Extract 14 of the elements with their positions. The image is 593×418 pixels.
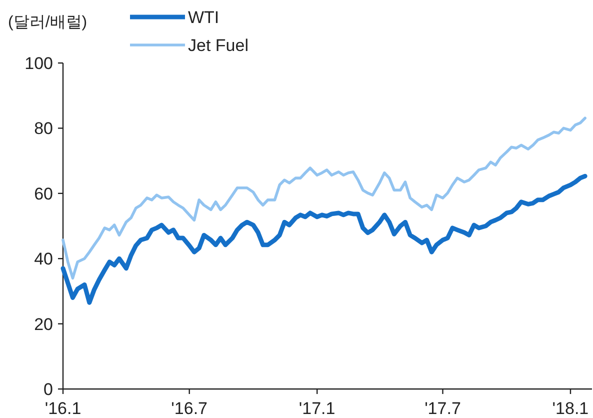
y-tick-label: 0 (44, 380, 53, 399)
y-tick-label: 20 (34, 314, 53, 334)
x-tick-label: '16.7 (171, 399, 208, 418)
x-tick-label: '16.1 (44, 399, 82, 418)
x-tick-label: '18.1 (552, 399, 589, 418)
ylabel: (달러/배럴) (8, 14, 88, 31)
y-tick-label: 60 (34, 184, 53, 204)
x-tick-label: '17.1 (298, 399, 336, 418)
x-tick-label: '17.7 (424, 399, 461, 418)
y-tick-label: 40 (34, 250, 53, 269)
legend-label: WTI (188, 8, 220, 27)
legend-label: Jet Fuel (188, 36, 248, 55)
y-tick-label: 80 (34, 119, 53, 138)
y-tick-label: 100 (24, 54, 53, 73)
